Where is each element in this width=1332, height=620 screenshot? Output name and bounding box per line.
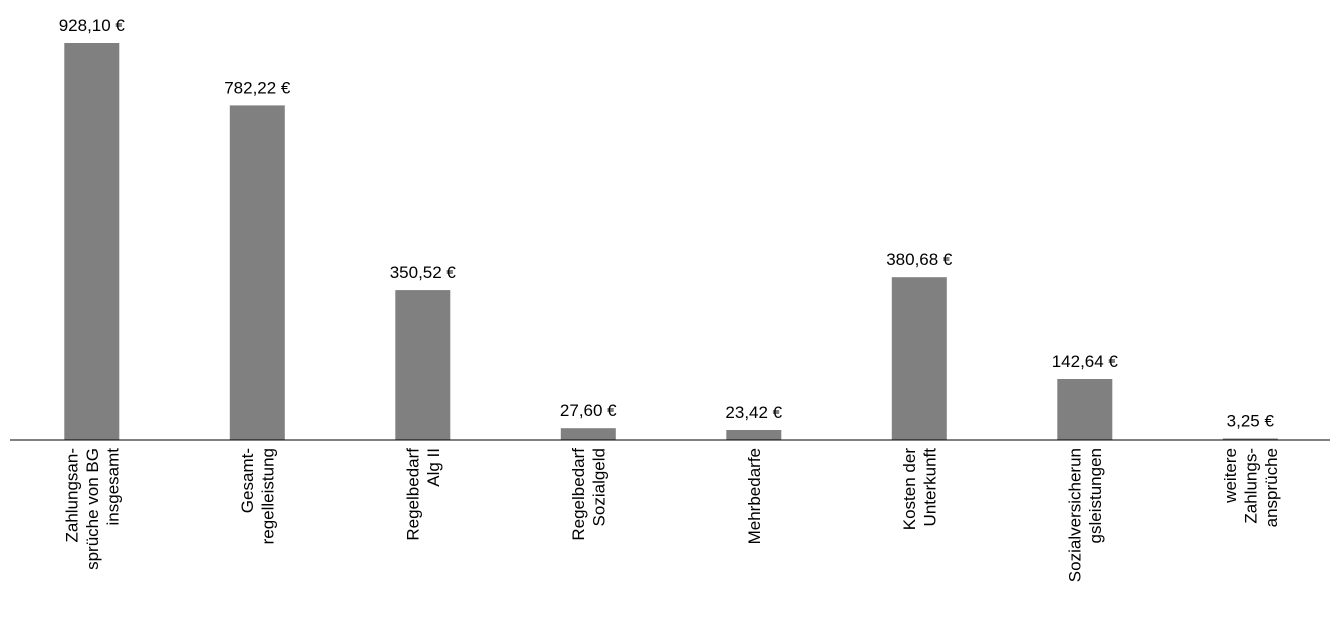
bar-5 (891, 277, 947, 440)
category-label-0: Zahlungsan-sprüche von BG insgesamt (62, 448, 122, 570)
bar-7 (1222, 438, 1278, 440)
category-label-7-line-0: weitere (1221, 448, 1240, 504)
category-label-2-line-1: Alg II (424, 448, 443, 487)
category-label-5-line-1: Unterkunft (921, 448, 940, 527)
category-label-7: weitere Zahlungs-ansprüche (1221, 448, 1281, 527)
category-label-5: Kosten der Unterkunft (900, 448, 940, 531)
bar-2 (395, 290, 451, 440)
bar-3 (560, 428, 616, 440)
data-label-1: 782,22 € (224, 78, 291, 97)
category-label-0-line-2: insgesamt (103, 448, 122, 526)
category-label-6: Sozialversicherun gsleistungen (1066, 448, 1106, 582)
category-label-2-line-0: Regelbedarf (404, 448, 423, 541)
category-label-1-line-1: regelleistung (259, 448, 278, 544)
data-label-5: 380,68 € (886, 250, 953, 269)
data-label-2: 350,52 € (390, 263, 457, 282)
category-label-6-line-1: gsleistungen (1086, 448, 1105, 543)
category-label-0-line-0: Zahlungsan- (62, 448, 81, 543)
bars-group (64, 43, 1278, 441)
category-label-3-line-0: Regelbedarf (569, 448, 588, 541)
bar-0 (64, 43, 120, 440)
data-label-3: 27,60 € (560, 401, 617, 420)
data-label-0: 928,10 € (59, 16, 126, 35)
category-labels-group: Zahlungsan-sprüche von BG insgesamt Gesamt… (62, 448, 1281, 583)
bar-1 (229, 105, 285, 441)
category-label-1-line-0: Gesamt- (238, 448, 257, 513)
bar-6 (1057, 379, 1113, 440)
category-label-7-line-1: Zahlungs- (1241, 448, 1260, 524)
category-label-3-line-1: Sozialgeld (590, 448, 609, 526)
category-label-4: Mehrbedarfe (745, 448, 764, 544)
category-label-3: Regelbedarf Sozialgeld (569, 448, 609, 541)
category-label-4-line-0: Mehrbedarfe (745, 448, 764, 544)
data-label-6: 142,64 € (1052, 352, 1119, 371)
category-label-2: Regelbedarf Alg II (404, 448, 444, 541)
data-label-4: 23,42 € (725, 403, 782, 422)
category-label-7-line-2: ansprüche (1262, 448, 1281, 527)
category-label-5-line-0: Kosten der (900, 448, 919, 531)
data-label-7: 3,25 € (1227, 412, 1275, 431)
category-label-0-line-1: sprüche von BG (83, 448, 102, 570)
category-label-1: Gesamt-regelleistung (238, 448, 278, 544)
bar-4 (726, 430, 782, 440)
category-label-6-line-0: Sozialversicherun (1066, 448, 1085, 582)
value-labels-group: 928,10 € 782,22 € 350,52 € 27,60 € 23,42 € 38… (59, 16, 1275, 431)
